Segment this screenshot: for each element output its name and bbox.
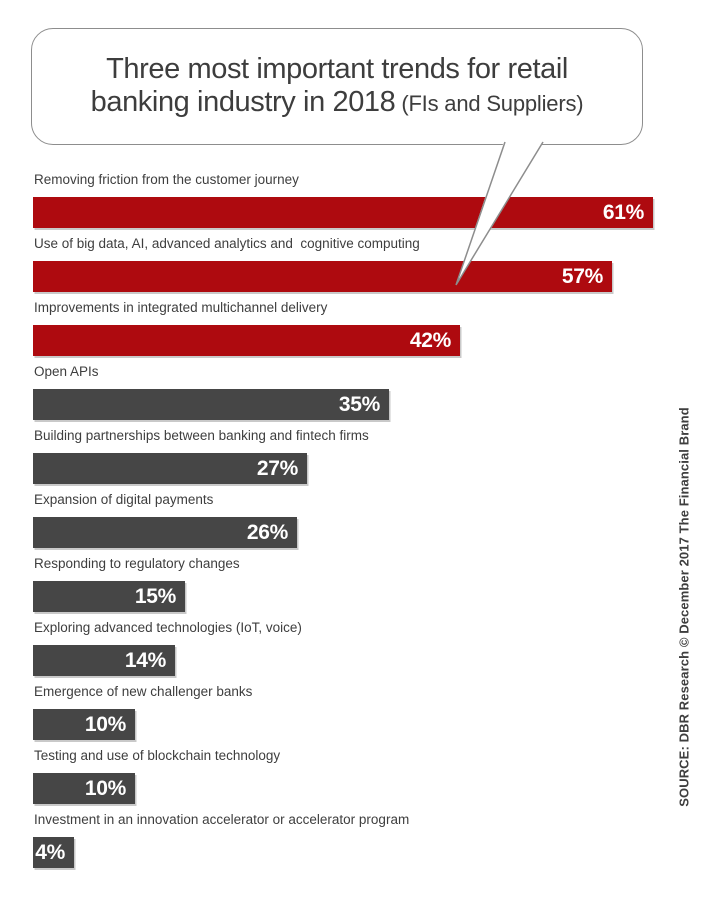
bar-value: 26% — [246, 520, 288, 544]
bar-value: 42% — [409, 328, 451, 352]
source-credit: SOURCE: DBR Research © December 2017 The… — [677, 407, 692, 807]
bar: 14% — [33, 645, 175, 676]
bar-row: Improvements in integrated multichannel … — [33, 300, 683, 356]
source-credit-text: DBR Research © December 2017 The Financi… — [676, 407, 692, 747]
bar-value: 4% — [35, 840, 65, 864]
chart-title-line2-main: banking industry in 2018 — [90, 86, 396, 118]
bar: 15% — [33, 581, 185, 612]
bar: 10% — [33, 709, 135, 740]
bar: 42% — [33, 325, 460, 356]
bar-row: Building partnerships between banking an… — [33, 428, 683, 484]
bar-label: Removing friction from the customer jour… — [34, 172, 299, 187]
bar-value: 15% — [134, 584, 176, 608]
bar-row: Removing friction from the customer jour… — [33, 172, 683, 228]
bar-value: 10% — [84, 712, 126, 736]
bar-row: Testing and use of blockchain technology… — [33, 748, 683, 804]
bar-label: Emergence of new challenger banks — [34, 684, 253, 699]
bar-label: Improvements in integrated multichannel … — [34, 300, 328, 315]
bar: 27% — [33, 453, 307, 484]
chart-title-line2: banking industry in 2018 (FIs and Suppli… — [91, 86, 584, 120]
bar-row: Exploring advanced technologies (IoT, vo… — [33, 620, 683, 676]
bar-row: Emergence of new challenger banks 10% — [33, 684, 683, 740]
bar-row: Expansion of digital payments 26% — [33, 492, 683, 548]
bar-label: Expansion of digital payments — [34, 492, 214, 507]
chart-title-subtitle: (FIs and Suppliers) — [395, 91, 584, 116]
bar-row: Investment in an innovation accelerator … — [33, 812, 683, 868]
bar-label: Open APIs — [34, 364, 99, 379]
bar-chart: Removing friction from the customer jour… — [33, 172, 683, 876]
bar-value: 10% — [84, 776, 126, 800]
bar: 35% — [33, 389, 389, 420]
bar-value: 57% — [561, 264, 603, 288]
bar-label: Investment in an innovation accelerator … — [34, 812, 410, 827]
bar-label: Use of big data, AI, advanced analytics … — [34, 236, 420, 251]
bar-label: Building partnerships between banking an… — [34, 428, 369, 443]
speech-bubble-tail — [455, 141, 544, 286]
bar: 57% — [33, 261, 612, 292]
bar-value: 14% — [124, 648, 166, 672]
chart-title-line1: Three most important trends for retail — [106, 53, 568, 85]
bar-value: 61% — [602, 200, 644, 224]
bar-label: Exploring advanced technologies (IoT, vo… — [34, 620, 302, 635]
bar: 4% — [33, 837, 74, 868]
source-credit-prefix: SOURCE: — [676, 746, 692, 807]
bar-value: 27% — [256, 456, 298, 480]
bar-row: Responding to regulatory changes 15% — [33, 556, 683, 612]
bar-label: Responding to regulatory changes — [34, 556, 240, 571]
bar: 61% — [33, 197, 653, 228]
bar-label: Testing and use of blockchain technology — [34, 748, 281, 763]
bar-row: Open APIs 35% — [33, 364, 683, 420]
bar: 10% — [33, 773, 135, 804]
bar-row: Use of big data, AI, advanced analytics … — [33, 236, 683, 292]
bar: 26% — [33, 517, 297, 548]
title-bubble: Three most important trends for retail b… — [31, 28, 643, 145]
bar-value: 35% — [338, 392, 380, 416]
